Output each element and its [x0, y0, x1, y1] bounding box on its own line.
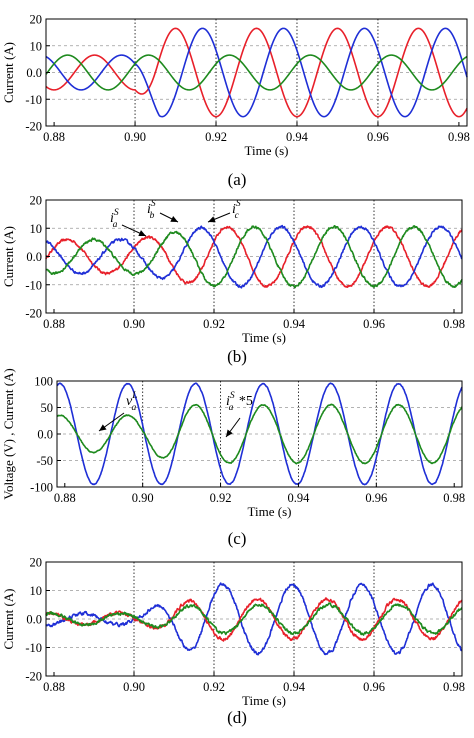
- x-tick-label: 0.90: [123, 317, 145, 331]
- y-tick-label: 20: [30, 194, 43, 208]
- y-axis-label: Current (A): [1, 42, 16, 103]
- x-tick-label: 0.98: [443, 317, 465, 331]
- x-tick-label: 0.96: [365, 491, 387, 505]
- x-tick-label: 0.90: [124, 130, 146, 144]
- x-tick-label: 0.88: [43, 130, 65, 144]
- y-tick-label: 10: [30, 584, 43, 598]
- y-tick-label: -50: [36, 454, 53, 468]
- y-tick-label: -10: [25, 278, 42, 292]
- x-tick-label: 0.88: [43, 317, 65, 331]
- y-tick-label: -100: [30, 481, 53, 495]
- y-tick-label: 50: [41, 401, 54, 415]
- x-tick-label: 0.96: [363, 317, 385, 331]
- y-axis-label: Current (A): [1, 588, 16, 649]
- x-tick-label: 0.94: [283, 680, 306, 694]
- annotation-label: vL a: [126, 391, 138, 413]
- series-line-1: [45, 27, 468, 118]
- y-tick-label: 0.0: [26, 613, 42, 627]
- x-tick-label: 0.88: [43, 680, 65, 694]
- panel-label: (a): [228, 170, 247, 189]
- y-axis-label: Current (A): [1, 226, 16, 287]
- y-tick-label: -20: [25, 670, 42, 684]
- series-line-1: [56, 382, 463, 486]
- series-line-2: [45, 597, 463, 642]
- x-tick-label: 0.90: [123, 680, 145, 694]
- x-axis-label: Time (s): [242, 693, 286, 708]
- y-tick-label: 0.0: [37, 428, 53, 442]
- annotation-arrowhead: [99, 424, 107, 431]
- y-tick-label: -20: [25, 307, 42, 321]
- x-tick-label: 0.94: [286, 130, 309, 144]
- panel-b: 20 10 0.0 -10 -200.88 0.90 0.92 0.94 0.96 0.98 Tim…: [1, 194, 465, 367]
- x-axis-label: Time (s): [242, 330, 286, 345]
- x-axis-label: Time (s): [245, 143, 289, 158]
- series-line-2: [56, 403, 463, 465]
- x-tick-label: 0.98: [443, 680, 465, 694]
- y-tick-label: 20: [30, 13, 43, 27]
- x-tick-label: 0.98: [443, 491, 465, 505]
- x-tick-label: 0.96: [363, 680, 385, 694]
- annotation-label: iS a: [110, 208, 119, 230]
- x-tick-label: 0.92: [203, 317, 225, 331]
- panel-label: (c): [228, 529, 247, 548]
- series-line-2: [45, 27, 468, 118]
- y-tick-label: 10: [30, 222, 43, 236]
- y-tick-label: 0.0: [26, 66, 42, 80]
- y-tick-label: 20: [30, 556, 43, 570]
- y-tick-label: -10: [25, 641, 42, 655]
- annotation-arrowhead: [226, 429, 233, 437]
- y-tick-label: 10: [30, 39, 43, 53]
- series-line-3: [45, 54, 468, 91]
- x-tick-label: 0.92: [210, 491, 232, 505]
- x-tick-label: 0.96: [367, 130, 389, 144]
- y-tick-label: -20: [25, 120, 42, 134]
- y-tick-label: 0.0: [26, 250, 42, 264]
- x-tick-label: 0.94: [288, 491, 311, 505]
- series-line-3: [45, 602, 463, 636]
- y-tick-label: 100: [34, 375, 53, 389]
- panel-label: (b): [227, 347, 247, 366]
- annotation-arrowhead: [208, 216, 216, 223]
- series-line-2: [45, 224, 463, 289]
- x-tick-label: 0.98: [448, 130, 470, 144]
- annotation-label: iS c: [232, 199, 241, 221]
- x-tick-label: 0.92: [203, 680, 225, 694]
- y-tick-label: -10: [25, 93, 42, 107]
- series-line-1: [45, 582, 463, 656]
- x-tick-label: 0.90: [132, 491, 154, 505]
- annotation-arrowhead: [138, 230, 146, 236]
- annotation-label: iS b: [147, 199, 156, 221]
- annotation-label: iS a *5: [226, 391, 253, 413]
- panel-label: (d): [227, 708, 247, 727]
- x-tick-label: 0.88: [54, 491, 76, 505]
- annotation-arrowhead: [170, 216, 178, 222]
- x-tick-label: 0.94: [283, 317, 306, 331]
- y-axis-label: Voltage (V) , Current (A): [1, 368, 16, 500]
- x-tick-label: 0.92: [205, 130, 227, 144]
- x-axis-label: Time (s): [248, 504, 292, 519]
- panel-d: 20 10 0.0 -10 -200.88 0.90 0.92 0.94 0.96 0.98 Tim…: [1, 556, 465, 728]
- series-line-3: [45, 224, 463, 289]
- panel-a: 20 10 0.0 -10 -200.88 0.90 0.92 0.94 0.96 0.98 Tim…: [1, 13, 470, 190]
